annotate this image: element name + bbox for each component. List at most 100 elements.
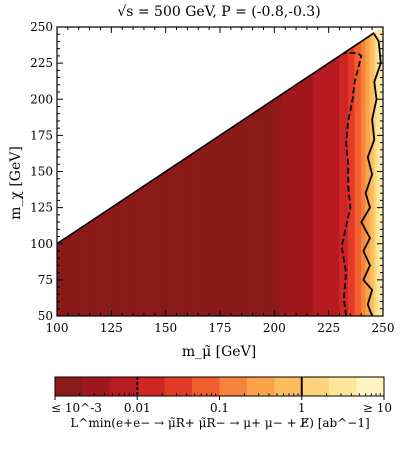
y-tick-label: 150 <box>30 165 53 179</box>
heat-cell <box>61 238 64 316</box>
heat-cell <box>295 82 299 316</box>
heat-cell <box>339 53 343 316</box>
heat-cell <box>106 208 110 316</box>
heat-cell <box>282 91 286 316</box>
heat-cell <box>300 79 303 316</box>
heat-cell <box>152 178 156 316</box>
heat-cell <box>269 100 273 316</box>
heat-cell <box>91 218 95 316</box>
heat-cell <box>158 173 162 316</box>
heat-cell <box>93 217 97 316</box>
heat-cell <box>267 101 271 316</box>
heat-cell <box>367 35 371 316</box>
heat-cell <box>147 181 151 316</box>
heat-cell <box>206 142 210 316</box>
heat-cell <box>111 205 114 316</box>
heat-cell <box>195 149 199 316</box>
heat-cell <box>315 69 319 316</box>
heat-cell <box>358 40 362 316</box>
heat-cell <box>215 136 219 316</box>
colorbar-tick-label: 0.01 <box>124 401 151 415</box>
heat-cell <box>95 215 99 316</box>
heat-cell <box>208 140 212 316</box>
heat-cell <box>297 81 301 316</box>
heat-cell <box>80 225 84 316</box>
heat-cell <box>126 195 130 316</box>
heat-cell <box>241 118 245 316</box>
heat-cell <box>219 133 223 316</box>
heat-cell <box>263 104 266 316</box>
heat-cell <box>334 56 338 316</box>
heat-cell <box>234 123 238 316</box>
heat-cell <box>65 235 69 316</box>
colorbar: ≤ 10^-3 0.01 0.1 1 ≥ 10 <box>51 376 392 415</box>
heat-cell <box>113 204 116 316</box>
heat-cell <box>274 97 277 316</box>
colorbar-label: L^min(e+e− → μ̃R+ μ̃R− → μ+ μ− + E̸) [ab… <box>70 416 369 430</box>
heat-cell <box>184 156 188 316</box>
colorbar-swatch <box>301 377 330 396</box>
heat-cell <box>58 240 62 316</box>
heat-cell <box>202 144 206 316</box>
colorbar-tick-label: 0.1 <box>210 401 229 415</box>
heatmap <box>57 27 383 316</box>
heat-cell <box>156 175 160 316</box>
heat-cell <box>302 78 306 316</box>
x-tick-label: 225 <box>317 321 340 335</box>
colorbar-swatch <box>246 377 275 396</box>
y-axis-label: m_χ [GeV] <box>8 146 24 220</box>
heat-cell <box>360 39 364 316</box>
y-tick-label: 250 <box>30 20 53 34</box>
heat-cell <box>328 61 332 316</box>
y-tick-label: 125 <box>30 201 53 215</box>
heat-cell <box>163 170 166 316</box>
y-tick-label: 75 <box>38 273 53 287</box>
heat-cell <box>176 162 180 316</box>
y-tick-label: 175 <box>30 128 53 142</box>
heat-cell <box>130 192 134 316</box>
heat-cell <box>256 108 260 316</box>
heat-cell <box>276 95 279 316</box>
heat-cell <box>89 220 93 316</box>
heat-cell <box>121 198 125 316</box>
contour-1 <box>360 33 382 316</box>
heat-cell <box>182 157 186 316</box>
heat-cell <box>204 143 208 316</box>
colorbar-swatch <box>109 377 138 396</box>
heat-cell <box>104 209 108 316</box>
x-tick-label: 125 <box>100 321 123 335</box>
heat-cell <box>171 165 175 316</box>
colorbar-swatch <box>329 377 358 396</box>
x-tick-label: 100 <box>46 321 69 335</box>
heat-cell <box>228 127 232 316</box>
heat-cell <box>87 221 90 316</box>
heat-cell <box>304 77 308 316</box>
heat-cell <box>250 113 253 316</box>
heat-cell <box>67 234 71 316</box>
heat-cell <box>150 179 153 316</box>
heat-cell <box>137 188 140 316</box>
heat-cell <box>174 163 177 316</box>
heat-cell <box>71 231 75 316</box>
heat-cell <box>324 64 327 316</box>
heat-cell <box>132 191 136 316</box>
heat-cell <box>139 186 143 316</box>
heat-cell <box>252 111 256 316</box>
heat-cell <box>278 94 282 316</box>
axes: 100 125 150 175 200 225 250 50 75 100 125 150 175 200… <box>30 20 394 335</box>
heat-cell <box>180 159 184 316</box>
heat-cell <box>245 116 249 316</box>
heat-cell <box>128 194 132 316</box>
heat-cell <box>119 199 123 316</box>
heat-cell <box>243 117 247 316</box>
heat-cell <box>221 131 225 316</box>
heat-cell <box>69 233 73 316</box>
heat-cell <box>165 169 169 316</box>
heat-cell <box>337 55 340 316</box>
heat-cell <box>167 168 171 316</box>
heat-cell <box>115 202 119 316</box>
x-tick-label: 200 <box>263 321 286 335</box>
heat-cell <box>247 114 251 316</box>
heat-cell <box>224 130 227 316</box>
